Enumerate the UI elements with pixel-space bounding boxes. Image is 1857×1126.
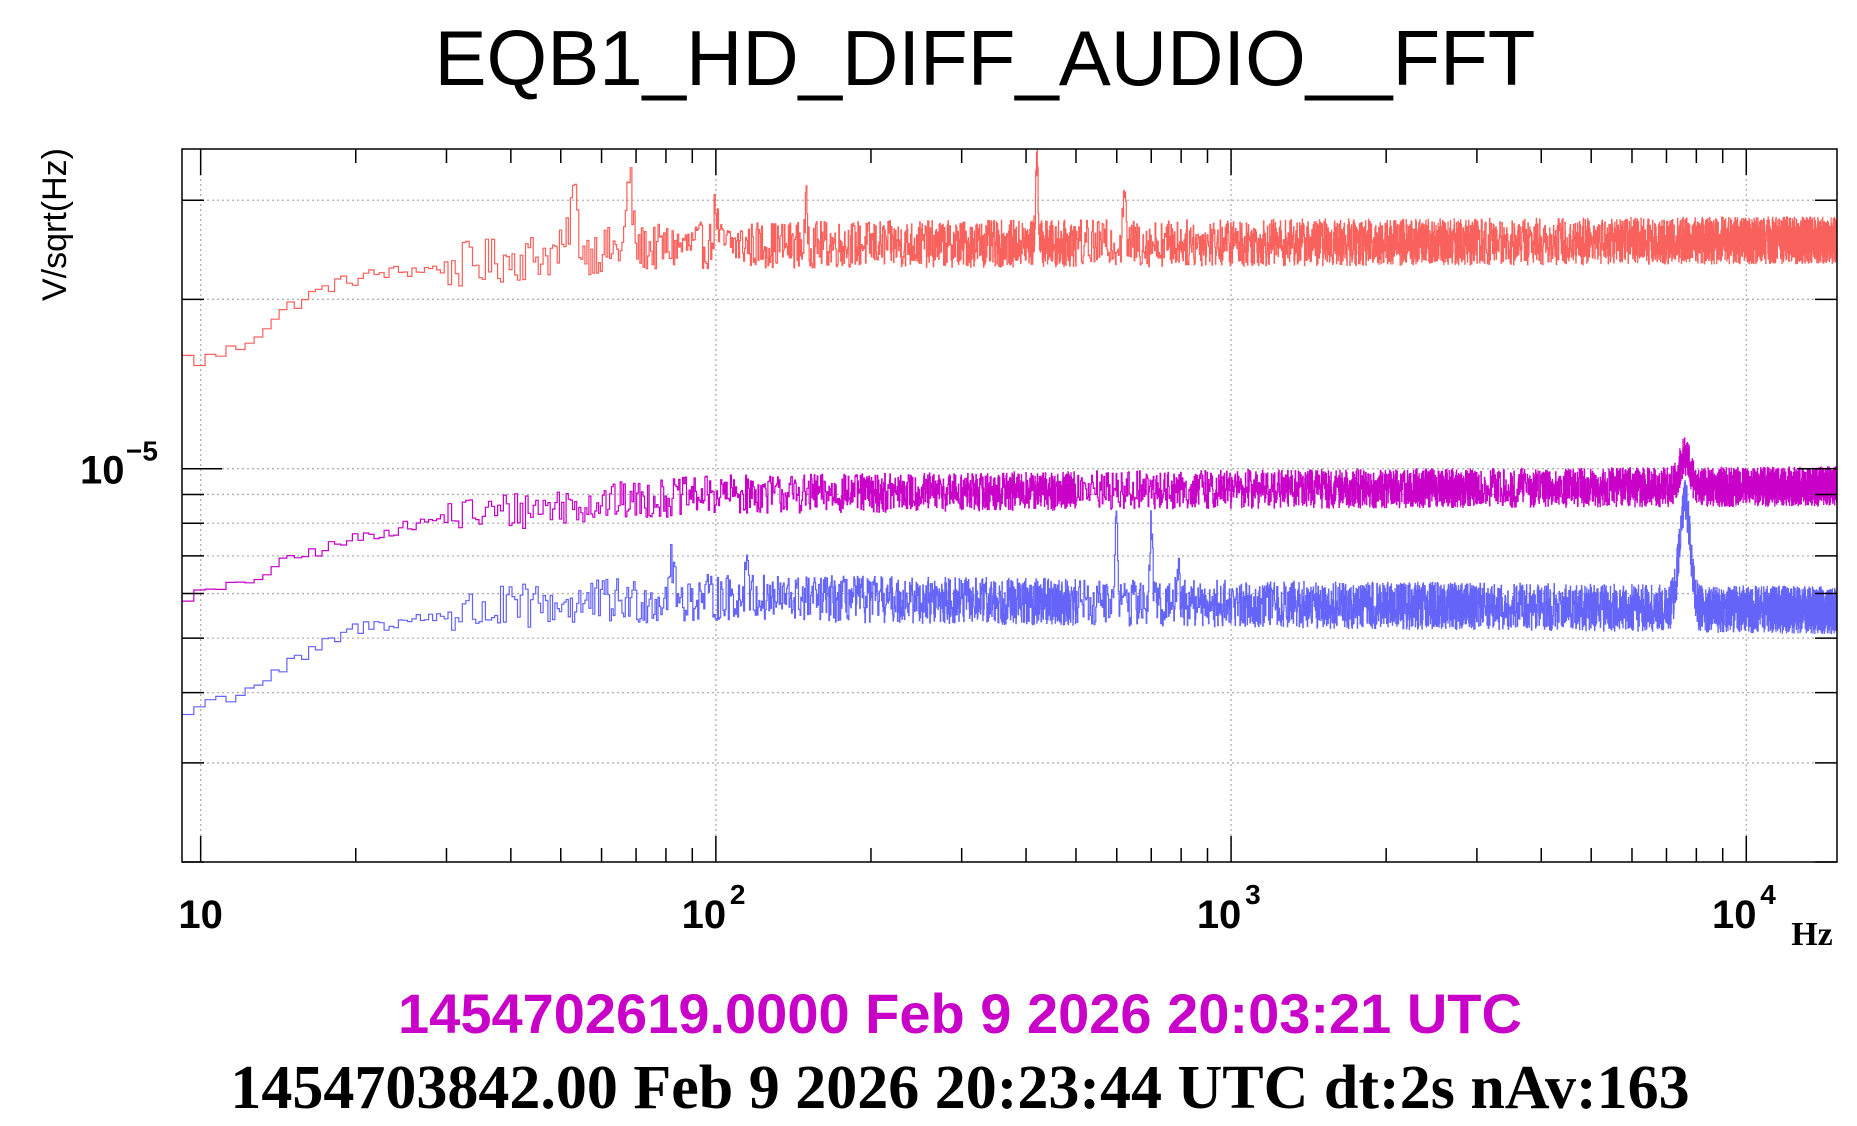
svg-text:3: 3 bbox=[1245, 879, 1261, 910]
series-layer bbox=[182, 149, 1837, 716]
series-line-1 bbox=[182, 149, 1837, 367]
footer-info: 1454703842.00 Feb 9 2026 20:23:44 UTC dt… bbox=[230, 1054, 1689, 1122]
svg-text:10: 10 bbox=[1197, 893, 1242, 937]
svg-text:10: 10 bbox=[1712, 893, 1757, 937]
x-tick-label: 10 3 bbox=[1197, 879, 1261, 937]
x-tick-label: 10 bbox=[178, 893, 223, 937]
svg-text:10: 10 bbox=[682, 893, 727, 937]
svg-text:−5: −5 bbox=[126, 436, 158, 467]
y-tick-label: 10 −5 bbox=[80, 436, 158, 493]
x-tick-label: 10 4 bbox=[1712, 879, 1776, 937]
y-axis: 10 −5 bbox=[80, 199, 1837, 863]
svg-text:2: 2 bbox=[730, 879, 746, 910]
y-axis-label: V/sqrt(Hz) bbox=[36, 148, 74, 301]
svg-text:4: 4 bbox=[1760, 879, 1776, 910]
svg-text:10: 10 bbox=[80, 449, 125, 493]
x-axis-unit: Hz bbox=[1791, 916, 1833, 953]
plot-frame bbox=[181, 148, 1838, 863]
chart-title: EQB1_HD_DIFF_AUDIO__FFT bbox=[435, 14, 1536, 102]
reference-time: 1454702619.0000 Feb 9 2026 20:03:21 UTC bbox=[398, 982, 1522, 1045]
grid-lines bbox=[182, 149, 1837, 863]
series-line-3 bbox=[182, 480, 1837, 716]
x-axis: 10 10 2 10 3 10 4 bbox=[178, 149, 1776, 937]
series-line-2 bbox=[182, 437, 1837, 602]
svg-text:10: 10 bbox=[178, 893, 223, 937]
x-tick-label: 10 2 bbox=[682, 879, 746, 937]
